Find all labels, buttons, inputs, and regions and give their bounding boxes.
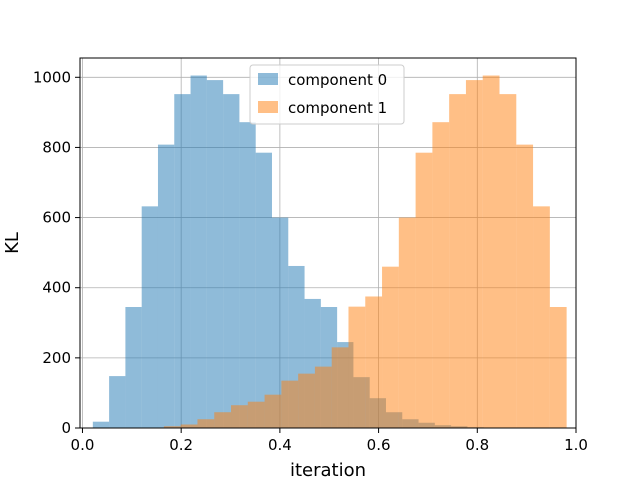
- x-tick-label: 1.0: [564, 436, 588, 454]
- histogram-bar-component-1: [331, 347, 349, 428]
- histogram-bar-component-1: [549, 307, 567, 428]
- histogram-bar-component-1: [264, 394, 282, 428]
- histogram-bar-component-1: [482, 75, 500, 428]
- histogram-bar-component-0: [109, 376, 126, 428]
- histogram-bar-component-1: [314, 366, 332, 428]
- histogram-bar-component-1: [298, 373, 315, 428]
- histogram-bar-component-1: [348, 306, 366, 428]
- histogram-bar-component-1: [449, 94, 466, 428]
- histogram-bar-component-1: [432, 122, 450, 429]
- histogram-bar-component-1: [197, 419, 215, 428]
- histogram-bar-component-1: [465, 80, 483, 428]
- histogram-bar-component-0: [239, 122, 256, 429]
- x-axis-label: iteration: [290, 460, 366, 480]
- histogram-bar-component-1: [533, 206, 550, 428]
- y-tick-label: 800: [42, 138, 71, 156]
- x-tick-label: 0.2: [169, 436, 193, 454]
- histogram-bar-component-1: [281, 380, 299, 428]
- histogram-bar-component-1: [516, 144, 534, 428]
- y-tick-label: 400: [42, 279, 71, 297]
- histogram-bar-component-0: [206, 80, 224, 428]
- legend: component 0 component 1: [249, 64, 405, 125]
- histogram-bar-component-1: [499, 94, 517, 428]
- axis-ticks: 0.0 0.2 0.4 0.6 0.8 1.0 0 200 400 600 800 1000: [33, 68, 588, 454]
- histogram-bar-component-1: [180, 424, 198, 428]
- histogram-bar-component-0: [223, 94, 240, 428]
- histogram-bar-component-1: [398, 217, 416, 428]
- plot-frame: [79, 57, 577, 429]
- x-tick-label: 0.8: [465, 436, 489, 454]
- x-tick-label: 0.4: [268, 436, 292, 454]
- legend-frame: [249, 64, 405, 125]
- legend-label-component-1: component 1: [288, 99, 387, 117]
- histogram-bar-component-0: [92, 421, 110, 428]
- histogram-bar-component-1: [214, 412, 232, 428]
- histogram-bar-component-0: [190, 75, 207, 428]
- histogram-bar-component-0: [174, 94, 191, 428]
- histogram-bar-component-1: [365, 296, 383, 428]
- legend-swatch-component-1: [258, 101, 278, 113]
- histogram-bar-component-1: [231, 405, 248, 428]
- histogram-bars: [92, 75, 567, 429]
- histogram-bar-component-0: [157, 144, 175, 428]
- legend-swatch-component-0: [258, 73, 278, 85]
- x-tick-label: 0.0: [71, 436, 95, 454]
- histogram-bar-component-1: [247, 401, 265, 428]
- histogram-bar-component-0: [271, 217, 289, 428]
- y-tick-label: 0: [61, 419, 71, 437]
- histogram-bar-component-0: [125, 307, 142, 428]
- x-tick-label: 0.6: [367, 436, 391, 454]
- y-axis-label: KL: [2, 232, 23, 254]
- y-tick-label: 1000: [33, 68, 71, 86]
- y-tick-label: 200: [42, 349, 71, 367]
- legend-label-component-0: component 0: [288, 71, 387, 89]
- histogram-bar-component-0: [255, 152, 272, 428]
- histogram-bar-component-1: [163, 426, 181, 428]
- histogram-bar-component-1: [415, 152, 433, 428]
- y-tick-label: 600: [42, 209, 71, 227]
- histogram-bar-component-0: [141, 206, 158, 428]
- histogram-bar-component-1: [382, 266, 399, 428]
